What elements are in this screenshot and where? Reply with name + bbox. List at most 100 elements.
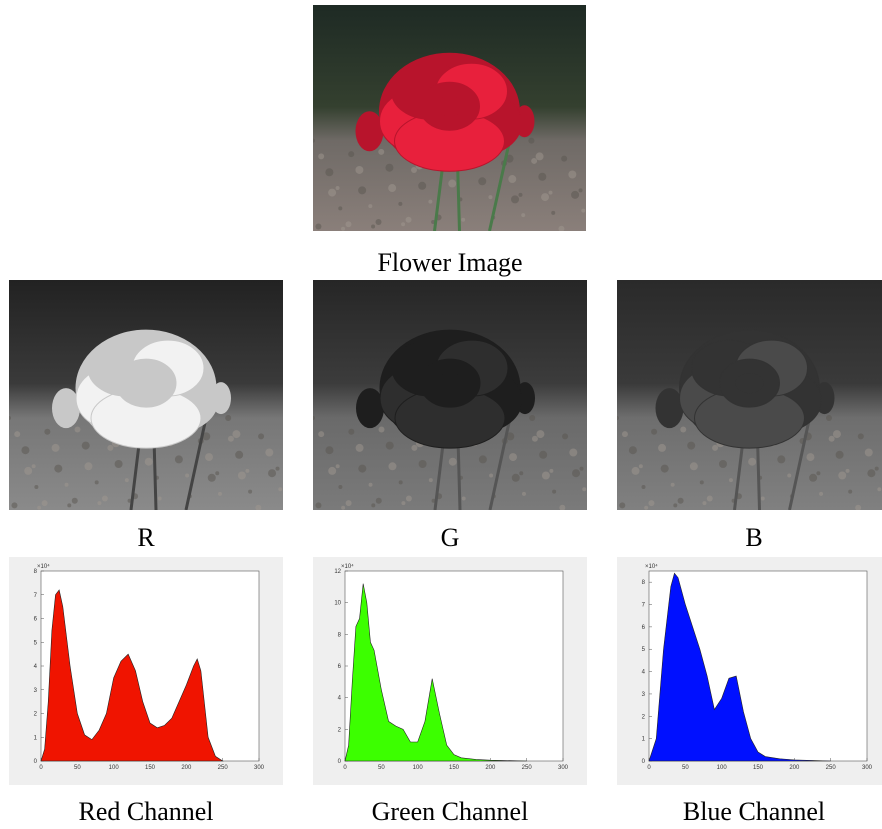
ground-speck (582, 487, 586, 491)
ground-speck (518, 193, 522, 197)
ground-speck (406, 217, 412, 223)
x-tick-label: 150 (449, 765, 460, 771)
ground-speck (569, 449, 577, 457)
ground-speck (536, 430, 544, 438)
channel-label: G (441, 523, 460, 552)
ground-speck (512, 474, 520, 482)
ground-speck (348, 429, 354, 435)
ground-speck (541, 193, 549, 201)
ground-speck (536, 152, 544, 160)
ground-speck (522, 492, 526, 496)
ground-speck (276, 467, 280, 471)
ground-speck (318, 431, 324, 437)
ground-speck (268, 469, 276, 477)
figure: Flower Image R G B 050100150200250300012… (0, 0, 882, 829)
ground-speck (848, 490, 852, 494)
ground-speck (829, 436, 835, 442)
ground-speck (642, 485, 646, 489)
ground-speck (411, 167, 417, 173)
ground-speck (687, 442, 695, 450)
ground-speck (615, 416, 619, 420)
ground-speck (875, 467, 879, 471)
x-tick-label: 100 (717, 765, 728, 771)
ground-speck (345, 221, 351, 227)
ground-speck (429, 478, 433, 482)
ground-speck (549, 469, 553, 473)
ground-speck (336, 186, 340, 190)
ground-speck (836, 451, 844, 459)
ground-speck (379, 427, 385, 433)
ground-speck (671, 483, 675, 487)
ground-speck (355, 166, 363, 174)
ground-speck (748, 458, 756, 466)
ground-speck (398, 202, 402, 206)
x-tick-label: 200 (789, 765, 800, 771)
ground-speck (579, 188, 583, 192)
ground-speck (519, 471, 523, 475)
ground-speck (54, 465, 62, 473)
ground-speck (52, 444, 60, 452)
ground-speck (549, 191, 553, 195)
ground-speck (855, 505, 861, 511)
ground-speck (648, 500, 654, 506)
ground-speck (385, 164, 393, 172)
ground-speck (175, 455, 183, 463)
ground-speck (378, 149, 384, 155)
x-tick-label: 300 (558, 765, 569, 771)
ground-speck (838, 472, 846, 480)
ground-speck (185, 474, 189, 478)
histogram: 050100150200250300024681012×10⁴Green Cha… (313, 557, 587, 826)
ground-speck (819, 492, 823, 496)
ground-speck (539, 451, 547, 459)
ground-speck (125, 478, 129, 482)
ground-speck (388, 184, 396, 192)
ground-speck (318, 153, 324, 159)
petal-center (132, 373, 160, 393)
ground-speck (95, 480, 99, 484)
ground-speck (14, 431, 20, 437)
ground-speck (311, 416, 315, 420)
ground-speck (806, 453, 814, 461)
photo-content (7, 280, 283, 511)
ground-speck (346, 500, 352, 506)
x-tick-label: 50 (378, 765, 385, 771)
ground-speck (215, 471, 219, 475)
ground-speck (37, 506, 41, 510)
channel-label: R (137, 523, 155, 552)
ground-speck (235, 451, 243, 459)
ground-speck (115, 460, 123, 468)
ground-speck (24, 467, 32, 475)
ground-speck (107, 445, 113, 451)
x-tick-label: 250 (522, 765, 533, 771)
ground-speck (388, 462, 396, 470)
photo (7, 280, 283, 511)
ground-speck (680, 427, 686, 433)
ground-speck (729, 478, 733, 482)
ground-speck (218, 492, 222, 496)
chart-title: Blue Channel (683, 797, 825, 826)
ground-speck (428, 200, 432, 204)
photo (311, 5, 586, 232)
ground-speck (561, 156, 567, 162)
ground-speck (371, 224, 375, 228)
y-exponent-label: ×10⁴ (341, 563, 354, 570)
ground-speck (462, 497, 466, 501)
photo-content (311, 5, 586, 232)
ground-speck (632, 467, 640, 475)
ground-speck (328, 467, 336, 475)
ground-speck (833, 430, 841, 438)
ground-speck (571, 191, 579, 199)
ground-speck (846, 469, 850, 473)
ground-speck (368, 204, 372, 208)
ground-speck (245, 469, 249, 473)
ground-speck (865, 449, 873, 457)
x-tick-label: 150 (753, 765, 764, 771)
x-tick-label: 300 (254, 765, 265, 771)
ground-speck (558, 226, 564, 232)
petal-center (436, 96, 464, 116)
histogram: 050100150200250300012345678×10⁴Red Chann… (9, 557, 283, 826)
x-tick-label: 250 (218, 765, 229, 771)
ground-speck (205, 453, 213, 461)
ground-speck (551, 211, 555, 215)
